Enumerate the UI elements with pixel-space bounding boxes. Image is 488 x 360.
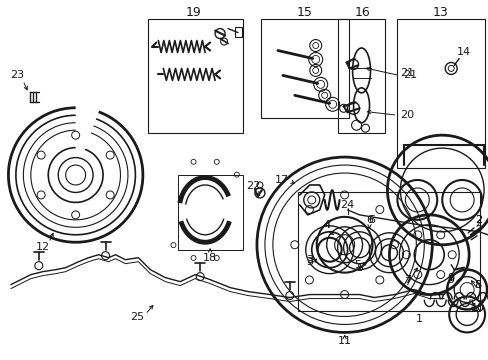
Text: 4: 4 — [323, 220, 329, 230]
Text: 6: 6 — [365, 215, 372, 225]
Text: 21: 21 — [403, 71, 417, 80]
Text: 10: 10 — [470, 302, 484, 312]
Text: 24: 24 — [340, 200, 354, 210]
Text: 5: 5 — [355, 263, 362, 273]
Bar — [337, 19, 385, 133]
Text: 17: 17 — [274, 175, 288, 185]
Text: 11: 11 — [337, 336, 351, 346]
Text: 2: 2 — [474, 215, 482, 225]
Text: 1: 1 — [415, 314, 422, 324]
Text: 14: 14 — [456, 48, 470, 58]
Bar — [148, 19, 243, 133]
Text: 3: 3 — [305, 255, 313, 265]
Text: 5: 5 — [353, 260, 360, 270]
Text: 19: 19 — [185, 6, 201, 19]
Bar — [397, 19, 484, 168]
Text: 8: 8 — [473, 280, 481, 289]
Text: 12: 12 — [36, 242, 50, 252]
Text: 4: 4 — [323, 220, 329, 230]
Text: 13: 13 — [431, 6, 447, 19]
Text: 15: 15 — [296, 6, 312, 19]
Text: 7: 7 — [403, 276, 410, 287]
Text: 8: 8 — [473, 280, 481, 289]
Text: 23: 23 — [10, 71, 24, 80]
Text: 20: 20 — [400, 110, 414, 120]
Bar — [297, 192, 479, 311]
Bar — [261, 19, 348, 118]
Bar — [178, 175, 243, 250]
Text: 2: 2 — [474, 215, 482, 225]
Text: 16: 16 — [354, 6, 370, 19]
Text: 25: 25 — [130, 312, 144, 323]
Text: 10: 10 — [470, 302, 484, 312]
Text: 21: 21 — [400, 68, 414, 78]
Text: 22: 22 — [245, 181, 260, 191]
Text: 7: 7 — [403, 275, 410, 285]
Text: 18: 18 — [203, 253, 217, 263]
Text: 9: 9 — [447, 273, 454, 283]
Text: 6: 6 — [367, 215, 374, 225]
Text: 3: 3 — [305, 257, 313, 267]
Bar — [235, 27, 242, 37]
Text: 9: 9 — [447, 275, 454, 285]
